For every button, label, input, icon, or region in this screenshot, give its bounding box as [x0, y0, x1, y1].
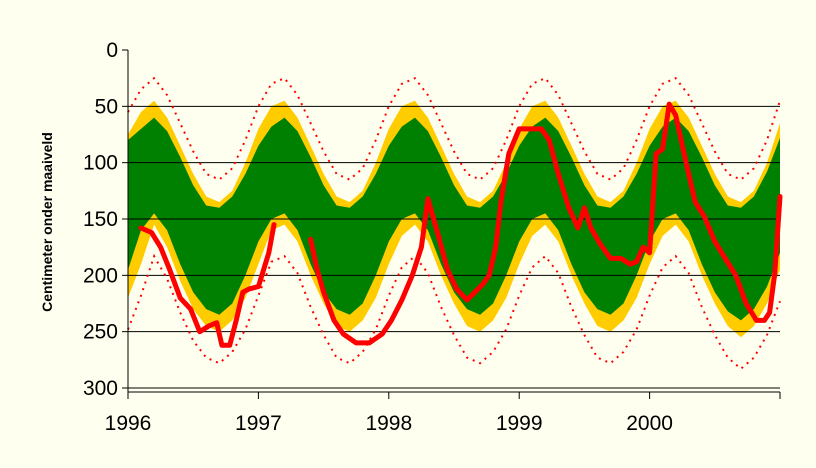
- y-tick-label-100: 100: [83, 152, 118, 175]
- y-tick-label-150: 150: [83, 208, 118, 231]
- max-extreme-dotted-line: [127, 76, 781, 181]
- y-tick-label-250: 250: [83, 321, 118, 344]
- x-tick-label-1997: 1997: [235, 412, 282, 435]
- measured-line-layer: [138, 101, 783, 348]
- extreme-dots-layer: [127, 76, 781, 371]
- y-tick-label-50: 50: [95, 95, 118, 118]
- x-tick-label-1996: 1996: [105, 412, 152, 435]
- measured-groundwater-line-2: [308, 101, 783, 346]
- axes-layer: 0 50 100 150 200 250 300 1996 1997 1998 1999 2000: [83, 39, 781, 435]
- x-tick-label-2000: 2000: [626, 412, 673, 435]
- x-tick-label-1999: 1999: [496, 412, 543, 435]
- y-tick-label-0: 0: [106, 39, 118, 62]
- gridlines-layer: [128, 105, 780, 393]
- measured-groundwater-line-1: [138, 222, 277, 348]
- min-extreme-dotted-line: [127, 253, 781, 371]
- x-tick-label-1998: 1998: [365, 412, 412, 435]
- y-tick-label-200: 200: [83, 264, 118, 287]
- y-axis-title: Centimeter onder maaiveld: [39, 132, 55, 312]
- y-tick-label-300: 300: [83, 377, 118, 400]
